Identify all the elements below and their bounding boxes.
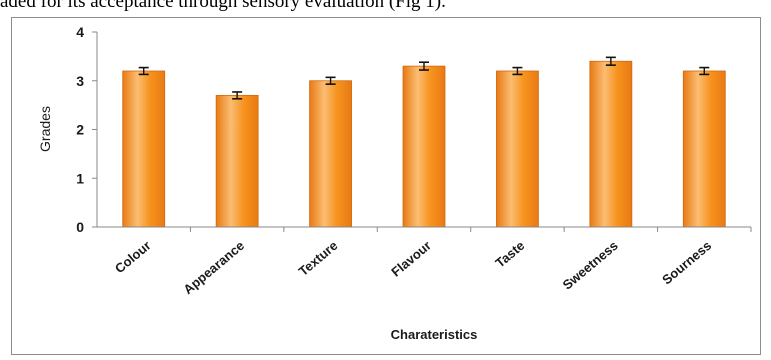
bar-texture (309, 80, 352, 228)
bar-appearance (215, 94, 259, 228)
error-bar (325, 76, 336, 85)
y-tick-label: 2 (76, 122, 84, 138)
error-bar (232, 91, 243, 100)
x-tick-label: Appearance (180, 238, 247, 297)
bar-sourness (682, 70, 726, 228)
x-tick-label: Sourness (659, 238, 714, 288)
bar-flavour (402, 65, 446, 228)
x-tick-label: Flavour (388, 238, 434, 280)
bar-taste (496, 70, 539, 228)
y-tick-label: 0 (76, 219, 84, 235)
bar-sweetness (589, 60, 633, 228)
bar-colour (122, 70, 166, 228)
y-tick-label: 1 (76, 170, 84, 186)
x-tick-label: Sweetness (560, 238, 621, 293)
error-bar (699, 66, 710, 76)
caption-text: aded for its acceptance through sensory … (0, 0, 446, 12)
y-axis-title: Grades (37, 106, 53, 152)
x-tick-label: Colour (112, 238, 154, 276)
x-axis-title: Charateristics (391, 327, 478, 342)
y-tick-label: 4 (76, 24, 84, 40)
x-tick-label: Texture (296, 238, 341, 279)
error-bar (138, 66, 149, 76)
error-bar (605, 56, 616, 66)
y-tick-label: 3 (76, 73, 84, 89)
error-bar (512, 66, 523, 76)
x-tick-label: Taste (492, 238, 527, 271)
error-bar (419, 61, 429, 71)
